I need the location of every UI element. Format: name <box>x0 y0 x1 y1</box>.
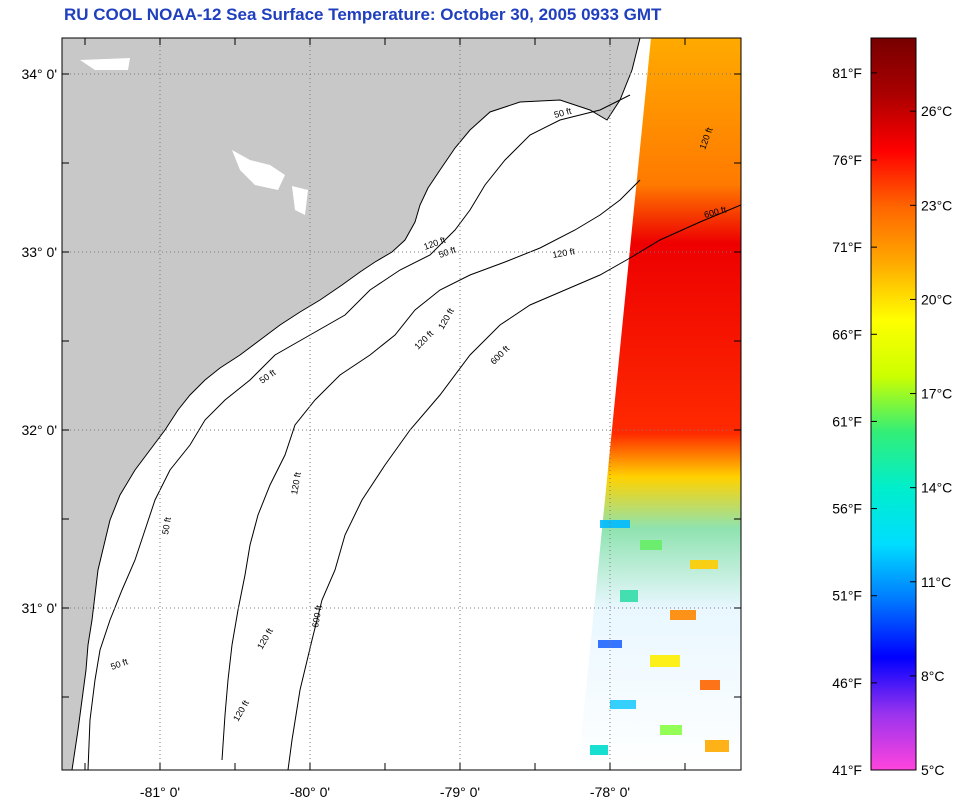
sst-speckles <box>590 520 729 755</box>
latitude-tick-label: 34° 0' <box>21 66 57 82</box>
contour-label: 50 ft <box>160 516 173 535</box>
latitude-tick-label: 33° 0' <box>21 244 57 260</box>
colorbar-celsius-label: 17°C <box>921 386 952 402</box>
contour-120ft <box>221 179 641 761</box>
longitude-tick-label: -79° 0' <box>440 784 480 800</box>
colorbar-celsius-label: 8°C <box>921 668 945 684</box>
latitude-labels: 34° 0' 33° 0' 32° 0' 31° 0' <box>21 66 741 698</box>
latitude-tick-label: 32° 0' <box>21 422 57 438</box>
inland-lake <box>232 150 285 190</box>
inland-lake <box>292 186 308 215</box>
colorbar-gradient <box>870 37 917 771</box>
colorbar-celsius-label: 5°C <box>921 762 945 778</box>
colorbar-fahrenheit-label: 81°F <box>832 65 862 81</box>
colorbar-fahrenheit-label: 61°F <box>832 413 862 429</box>
colorbar-fahrenheit-labels: 81°F 76°F 71°F 66°F 61°F 56°F 51°F 46°F 41°F <box>832 65 877 778</box>
longitude-tick-label: -81° 0' <box>140 784 180 800</box>
contour-label: 120 ft <box>289 471 303 495</box>
longitude-tick-label: -80° 0' <box>290 784 330 800</box>
colorbar-celsius-label: 11°C <box>921 574 951 590</box>
inland-lake <box>80 58 130 70</box>
colorbar-celsius-label: 23°C <box>921 197 952 213</box>
contour-label: 50 ft <box>553 106 573 120</box>
colorbar-fahrenheit-label: 46°F <box>832 675 862 691</box>
longitude-tick-label: -78° 0' <box>590 784 630 800</box>
map-title: RU COOL NOAA-12 Sea Surface Temperature:… <box>64 5 662 24</box>
colorbar: 81°F 76°F 71°F 66°F 61°F 56°F 51°F 46°F 41°F 26°… <box>832 37 952 778</box>
contour-600ft <box>287 204 741 770</box>
contour-50ft <box>87 94 631 770</box>
land-area <box>62 38 641 770</box>
colorbar-fahrenheit-label: 41°F <box>832 762 862 778</box>
colorbar-fahrenheit-label: 76°F <box>832 152 862 168</box>
bathymetry-contours <box>87 94 741 770</box>
colorbar-fahrenheit-label: 66°F <box>832 326 862 342</box>
latitude-tick-label: 31° 0' <box>21 600 57 616</box>
colorbar-fahrenheit-label: 51°F <box>832 588 862 604</box>
longitude-labels: -81° 0' -80° 0' -79° 0' -78° 0' <box>84 38 686 800</box>
contour-label: 120 ft <box>552 246 576 260</box>
colorbar-fahrenheit-label: 56°F <box>832 501 862 517</box>
colorbar-celsius-labels: 26°C 23°C 20°C 17°C 14°C 11°C 8°C 5°C <box>910 103 952 778</box>
sst-swath <box>578 38 741 770</box>
colorbar-celsius-label: 14°C <box>921 480 952 496</box>
map-frame <box>61 37 742 771</box>
contour-label: 600 ft <box>310 604 324 628</box>
colorbar-celsius-label: 26°C <box>921 103 952 119</box>
colorbar-celsius-label: 20°C <box>921 291 952 307</box>
colorbar-fahrenheit-label: 71°F <box>832 239 862 255</box>
